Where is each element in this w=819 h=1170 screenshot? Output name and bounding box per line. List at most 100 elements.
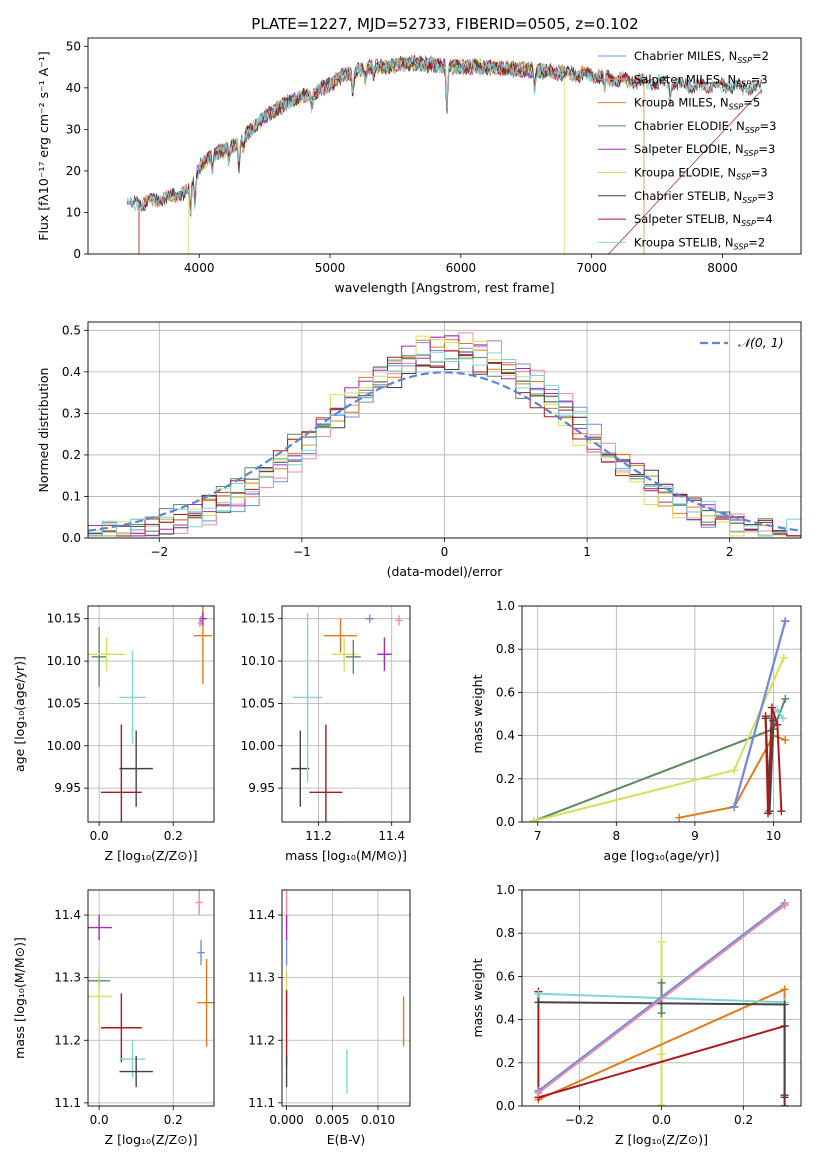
weight_vs_age-xlabel: age [log₁₀(age/yr)] xyxy=(604,848,720,863)
weight_vs_Z-ytick-label: 0.6 xyxy=(496,969,515,983)
age_vs_mass-point-salpeter_elodie xyxy=(377,637,392,672)
residuals-xtick-label: 0 xyxy=(441,545,449,559)
weight_vs_age-marker-salpeter_stelib xyxy=(761,712,770,721)
residuals-xtick-label: 2 xyxy=(726,545,734,559)
age_vs_mass-frame xyxy=(281,605,411,823)
age_vs_mass-ytick-label: 10.15 xyxy=(241,612,275,626)
weight_vs_Z-line-chabrier_miles xyxy=(537,902,786,1092)
mass_vs_Z-point-salpeter_miles xyxy=(195,890,203,916)
spectrum-legend-label: Salpeter STELIB, NSSP=4 xyxy=(634,212,773,228)
weight_vs_Z-xtick-label: 0.2 xyxy=(734,1113,753,1127)
weight_vs_Z-marker-kroupa_stelib xyxy=(534,989,543,998)
weight_vs_Z-plot-area xyxy=(534,898,789,1106)
weight_vs_Z-xlabel: Z [log₁₀(Z/Z⊙)] xyxy=(615,1132,708,1147)
age_vs_Z-ytick-label: 10.00 xyxy=(47,739,81,753)
residuals-ytick-label: 0.1 xyxy=(62,489,81,503)
residuals-ytick-label: 0.3 xyxy=(62,406,81,420)
age_vs_Z-plot-area xyxy=(88,606,213,822)
spectrum-panel: 4000 5000 6000 7000 8000 0 10 20 30 40 50 wavelengt… xyxy=(36,37,802,295)
spectrum-legend-label: Chabrier STELIB, NSSP=3 xyxy=(634,189,774,205)
age_vs_mass-point-chabrier_miles xyxy=(365,614,375,623)
mass_vs_ebv-xlabel: E(B-V) xyxy=(327,1132,366,1147)
spectrum-frame xyxy=(87,37,802,255)
mass_vs_Z-xtick-label: 0.0 xyxy=(90,1113,109,1127)
residuals-xtick-label: −2 xyxy=(150,545,168,559)
age_vs_mass-panel: 11.2 11.4 9.95 10.00 10.05 10.10 10.15 mass [lo… xyxy=(241,605,411,863)
spectrum-ytick-label: 10 xyxy=(66,205,81,219)
spectrum-legend-label: Chabrier ELODIE, NSSP=3 xyxy=(634,119,776,135)
mass_vs_ebv-ytick-label: 11.3 xyxy=(248,971,275,985)
residuals-ytick-label: 0.5 xyxy=(62,323,81,337)
age_vs_mass-xlabel: mass [log₁₀(M/M⊙)] xyxy=(285,848,407,863)
spectrum-legend-label: Kroupa STELIB, NSSP=2 xyxy=(634,235,765,251)
weight_vs_Z-ytick-label: 1.0 xyxy=(496,883,515,897)
weight_vs_Z-ytick-label: 0.0 xyxy=(496,1099,515,1113)
age_vs_mass-point-chabrier_stelib xyxy=(291,730,310,807)
age_vs_Z-xtick-label: 0.2 xyxy=(164,829,183,843)
weight_vs_age-ylabel: mass weight xyxy=(470,674,485,753)
spectrum-plot-area xyxy=(126,54,763,254)
age_vs_Z-point-chabrier_elodie xyxy=(91,627,107,687)
mass_vs_Z-xlabel: Z [log₁₀(Z/Z⊙)] xyxy=(105,1132,198,1147)
weight_vs_age-marker-kroupa_elodie xyxy=(779,653,788,662)
plot-layer: 4000 5000 6000 7000 800001020304050wavelengt… xyxy=(12,37,802,1147)
age_vs_mass-point-kroupa_stelib xyxy=(292,612,323,783)
age_vs_Z-ytick-label: 10.05 xyxy=(47,696,81,710)
weight_vs_Z-ytick-label: 0.2 xyxy=(496,1056,515,1070)
weight_vs_age-frame xyxy=(521,605,802,823)
weight_vs_age-marker-kroupa_elodie xyxy=(730,766,739,775)
age_vs_Z-point-chabrier_stelib xyxy=(119,730,153,807)
residuals-panel: −2 −1 0 1 2 0.0 0.1 0.2 0.3 0.4 0.5 (data-model)/er… xyxy=(36,321,802,579)
mass_vs_Z-xtick-label: 0.2 xyxy=(164,1113,183,1127)
residuals-hist-kroupa_stelib xyxy=(88,351,801,537)
weight_vs_age-marker-chabrier_elodie xyxy=(781,694,790,703)
mass_vs_ebv-ytick-label: 11.1 xyxy=(248,1096,275,1110)
age_vs_mass-ytick-label: 10.10 xyxy=(241,654,275,668)
residuals-xtick-label: −1 xyxy=(293,545,311,559)
mass_vs_Z-ytick-label: 11.4 xyxy=(54,908,81,922)
weight_vs_Z-ylabel: mass weight xyxy=(470,958,485,1037)
weight_vs_age-xtick-label: 10 xyxy=(766,829,781,843)
weight_vs_age-xtick-label: 9 xyxy=(691,829,699,843)
age_vs_Z-ytick-label: 10.10 xyxy=(47,654,81,668)
age_vs_Z-ylabel: age [log₁₀(age/yr)] xyxy=(12,656,27,772)
mass_vs_Z-point-kroupa_elodie xyxy=(88,971,113,1022)
weight_vs_age-marker-kroupa_miles xyxy=(675,813,684,822)
residuals-plot-area xyxy=(88,332,801,537)
residuals-normal-curve xyxy=(88,371,801,532)
weight_vs_Z-marker-chabrier_stelib xyxy=(534,998,543,1007)
spectrum-ytick-label: 30 xyxy=(66,122,81,136)
spectrum-legend-label: Salpeter MILES, NSSP=3 xyxy=(634,72,768,88)
spectrum-ytick-label: 20 xyxy=(66,164,81,178)
weight_vs_age-marker-chabrier_miles xyxy=(781,617,790,626)
weight_vs_age-ytick-label: 0.2 xyxy=(496,772,515,786)
age_vs_mass-plot-area xyxy=(291,612,403,822)
weight_vs_Z-marker-salpeter_miles xyxy=(780,901,789,910)
weight_vs_Z-marker-kroupa_elodie xyxy=(657,1050,666,1059)
residuals-xlabel: (data-model)/error xyxy=(387,564,504,579)
age_vs_mass-ytick-label: 9.95 xyxy=(248,781,275,795)
weight_vs_Z-ytick-label: 0.4 xyxy=(496,1013,515,1027)
age_vs_Z-ytick-label: 9.95 xyxy=(54,781,81,795)
weight_vs_age-marker-salpeter_stelib xyxy=(763,809,772,818)
spectrum-legend-label: Kroupa MILES, NSSP=5 xyxy=(634,96,760,112)
mass_vs_ebv-xtick-label: 0.010 xyxy=(361,1113,395,1127)
weight_vs_Z-xtick-label: −0.2 xyxy=(565,1113,594,1127)
mass_vs_Z-ytick-label: 11.2 xyxy=(54,1033,81,1047)
age_vs_Z-xlabel: Z [log₁₀(Z/Z⊙)] xyxy=(105,848,198,863)
mass_vs_ebv-xtick-label: 0.005 xyxy=(315,1113,349,1127)
weight_vs_Z-marker-chabrier_stelib xyxy=(780,1093,789,1102)
mass_vs_ebv-plot-area xyxy=(285,890,405,1094)
weight_vs_Z-ytick-label: 0.8 xyxy=(496,926,515,940)
spectrum-legend-label: Kroupa ELODIE, NSSP=3 xyxy=(634,166,768,182)
spectrum-xtick-label: 6000 xyxy=(446,261,477,275)
age_vs_Z-point-kroupa_miles xyxy=(193,606,213,684)
spectrum-ytick-label: 50 xyxy=(66,39,81,53)
weight_vs_Z-marker-kroupa_miles xyxy=(780,985,789,994)
mass_vs_Z-panel: 0.0 0.2 11.1 11.2 11.3 11.4 Z [log₁₀(Z/Z⊙)] mas… xyxy=(12,889,215,1147)
mass_vs_Z-point-kroupa_miles xyxy=(197,958,214,1047)
spectrum-xlabel: wavelength [Angstrom, rest frame] xyxy=(334,280,554,295)
residuals-xtick-label: 1 xyxy=(583,545,591,559)
